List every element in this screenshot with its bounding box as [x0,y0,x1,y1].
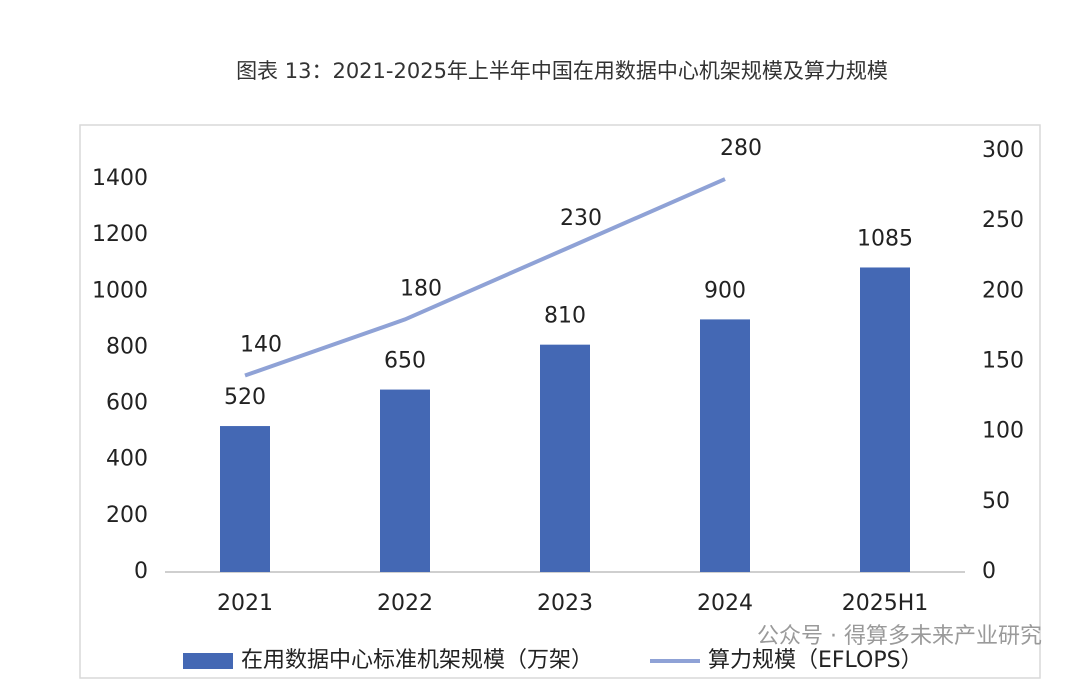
y2-tick-label: 250 [982,208,1024,233]
y-tick-label: 0 [134,559,148,584]
y-tick-label: 1000 [92,278,148,303]
y2-tick-label: 50 [982,489,1010,514]
bar-value-label: 900 [704,278,746,303]
y2-tick-label: 150 [982,349,1024,374]
bar-value-label: 650 [384,349,426,374]
x-tick-label: 2023 [537,591,593,616]
line-value-label: 230 [560,206,602,231]
bar [220,426,270,572]
x-tick-label: 2024 [697,591,753,616]
bar-value-label: 810 [544,304,586,329]
y2-tick-label: 0 [982,559,996,584]
legend-label: 算力规模（EFLOPS） [708,648,923,673]
line-value-label: 280 [720,136,762,161]
y-tick-label: 600 [106,391,148,416]
legend-swatch [183,653,233,669]
bar [700,319,750,572]
bar [540,344,590,572]
x-tick-label: 2022 [377,591,433,616]
bar [380,389,430,572]
y-tick-label: 1200 [92,222,148,247]
bar-value-label: 520 [224,385,266,410]
y2-tick-label: 300 [982,138,1024,163]
y-tick-label: 200 [106,503,148,528]
line-value-label: 180 [400,276,442,301]
legend-label: 在用数据中心标准机架规模（万架） [241,648,593,673]
y2-tick-label: 100 [982,419,1024,444]
line-value-label: 140 [240,333,282,358]
y-tick-label: 400 [106,447,148,472]
x-tick-label: 2025H1 [842,591,929,616]
bar-value-label: 1085 [857,226,913,251]
x-tick-label: 2021 [217,591,273,616]
y2-tick-label: 200 [982,278,1024,303]
bar [860,267,910,572]
watermark: 公众号 · 得算多未来产业研究 [757,624,1042,649]
line [244,177,726,378]
y-tick-label: 1400 [92,166,148,191]
y-tick-label: 800 [106,334,148,359]
chart-title: 图表 13：2021-2025年上半年中国在用数据中心机架规模及算力规模 [236,59,888,83]
chart-frame [79,124,1041,679]
